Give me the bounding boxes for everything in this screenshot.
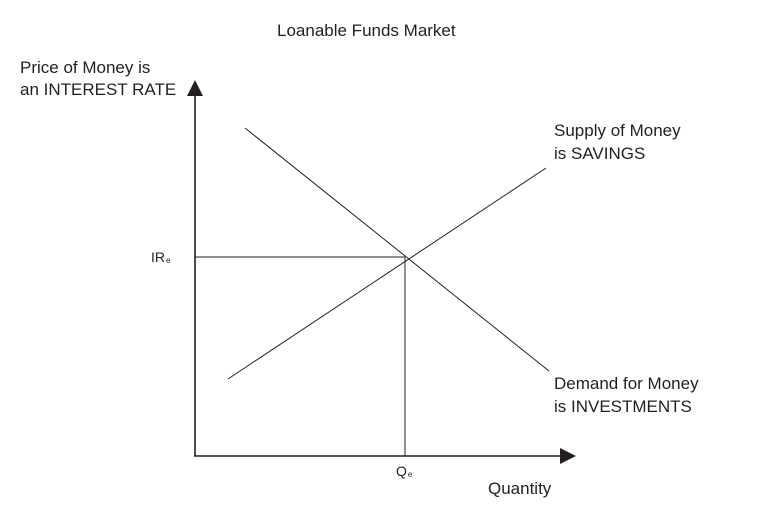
- supply-curve: [227, 167, 547, 380]
- equilibrium-rate-subscript: e: [166, 256, 171, 265]
- diagram-title: Loanable Funds Market: [277, 21, 456, 40]
- equilibrium-quantity-subscript: e: [407, 470, 413, 479]
- y-axis-label-line-1: Price of Money is: [20, 58, 151, 77]
- y-axis-arrowhead: [187, 80, 203, 96]
- demand-label-line-2: is INVESTMENTS: [554, 397, 692, 416]
- x-axis-arrowhead: [560, 448, 576, 464]
- demand-label-line-1: Demand for Money: [554, 374, 699, 393]
- equilibrium-quantity-label: Qe: [396, 460, 412, 486]
- x-axis-label: Quantity: [488, 479, 552, 498]
- y-axis-label-line-2: an INTEREST RATE: [20, 80, 177, 99]
- supply-label-line-1: Supply of Money: [554, 121, 681, 140]
- equilibrium-quantity-base: Q: [396, 463, 407, 479]
- equilibrium-rate-label: IRe: [151, 246, 170, 272]
- supply-label-line-2: is SAVINGS: [554, 144, 646, 163]
- demand-curve: [244, 127, 550, 372]
- equilibrium-rate-base: IR: [151, 249, 165, 265]
